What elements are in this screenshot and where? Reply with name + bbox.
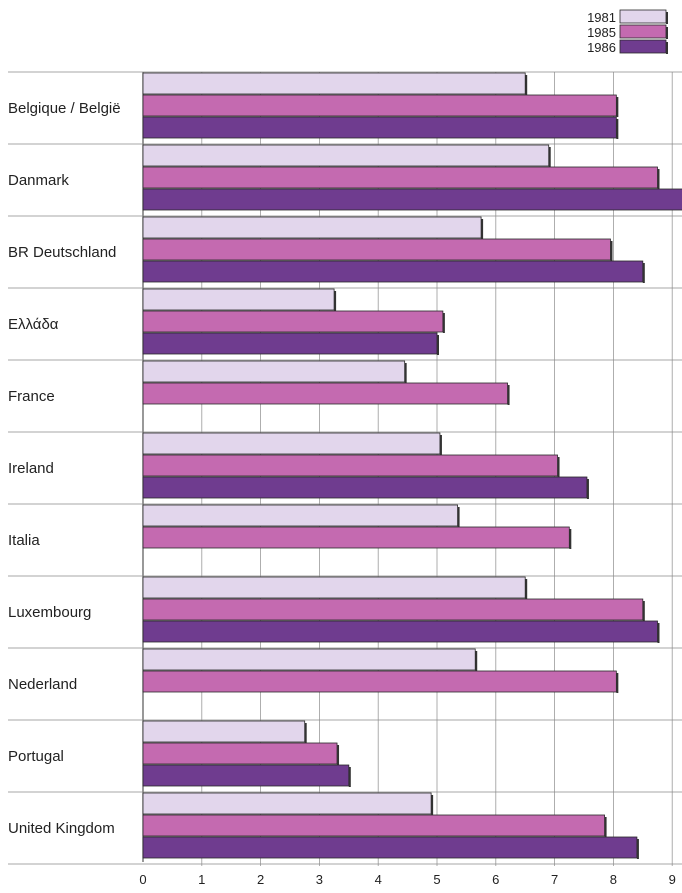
x-tick-label: 8: [610, 872, 617, 887]
legend-swatch-shadow: [666, 27, 668, 39]
bar-shadow: [569, 529, 572, 549]
bar-1981: [142, 720, 306, 743]
bar-1986: [142, 620, 658, 643]
bar-1981: [142, 792, 432, 815]
bar-1985: [142, 598, 644, 621]
bar-shadow: [642, 601, 645, 621]
bar-shadow: [334, 291, 337, 311]
category-label: Nederland: [8, 676, 77, 693]
category-label: Danmark: [8, 172, 69, 189]
bar-shadow: [442, 313, 445, 333]
x-tick-label: 7: [551, 872, 558, 887]
bar-shadow: [616, 673, 619, 693]
bar-1985: [142, 382, 508, 405]
bar-shadow: [610, 241, 613, 261]
category-label: Ελλάδα: [8, 316, 59, 333]
category-label: Ireland: [8, 460, 54, 477]
bar-shadow: [404, 363, 407, 383]
category-label: France: [8, 388, 55, 405]
bar-1985: [142, 742, 338, 765]
legend-swatch-1985: [619, 24, 667, 39]
bar-1981: [142, 504, 458, 527]
category-label: Italia: [8, 532, 40, 549]
x-tick-label: 2: [257, 872, 264, 887]
x-tick-label: 1: [198, 872, 205, 887]
bar-1985: [142, 310, 444, 333]
bar-1986: [142, 836, 638, 859]
category-label: Portugal: [8, 748, 64, 765]
bar-shadow: [475, 651, 478, 671]
bar-1981: [142, 216, 482, 239]
bar-1985: [142, 454, 558, 477]
bar-shadow: [525, 579, 528, 599]
bar-shadow: [304, 723, 307, 743]
x-tick-label: 0: [139, 872, 146, 887]
category-label: United Kingdom: [8, 820, 115, 837]
bar-1981: [142, 432, 441, 455]
x-tick-label: 5: [433, 872, 440, 887]
legend-label: 1981: [587, 10, 616, 25]
bar-1985: [142, 670, 617, 693]
category-separators: [8, 71, 682, 865]
legend-label: 1986: [587, 40, 616, 55]
bar-shadow: [657, 169, 660, 189]
bar-shadow: [548, 147, 551, 167]
bar-1985: [142, 94, 617, 117]
bar-1985: [142, 814, 605, 837]
category-label: Luxembourg: [8, 604, 91, 621]
bar-1981: [142, 72, 526, 95]
legend-swatch-shadow: [666, 12, 668, 24]
bar-shadow: [337, 745, 340, 765]
x-tick-label: 9: [669, 872, 676, 887]
legend-swatch-1981: [619, 9, 667, 24]
bar-1981: [142, 360, 406, 383]
bar-shadow: [431, 795, 434, 815]
x-tick-label: 6: [492, 872, 499, 887]
x-tick-label: 3: [316, 872, 323, 887]
bar-shadow: [636, 839, 639, 859]
bar-1986: [142, 188, 682, 211]
bar-shadow: [616, 119, 619, 139]
bar-1985: [142, 526, 570, 549]
bar-1985: [142, 166, 658, 189]
bar-shadow: [457, 507, 460, 527]
category-label: Belgique / België: [8, 100, 121, 117]
bar-1986: [142, 476, 588, 499]
bar-1981: [142, 288, 335, 311]
x-axis-ticks: 0 1 2 3 4 5 6 7 8 9: [139, 872, 675, 887]
bar-1985: [142, 238, 611, 261]
bar-shadow: [616, 97, 619, 117]
legend-swatch-1986: [619, 39, 667, 54]
bar-1986: [142, 332, 438, 355]
bar-shadow: [657, 623, 660, 643]
bar-1986: [142, 764, 350, 787]
bar-1986: [142, 116, 617, 139]
bar-shadow: [557, 457, 560, 477]
bars: [142, 72, 682, 859]
legend-label: 1985: [587, 25, 616, 40]
bar-1986: [142, 260, 644, 283]
bar-shadow: [439, 435, 442, 455]
x-tick-label: 4: [375, 872, 382, 887]
legend-swatch-shadow: [666, 42, 668, 54]
bar-1981: [142, 648, 476, 671]
bar-shadow: [604, 817, 607, 837]
bar-shadow: [586, 479, 589, 499]
bar-shadow: [525, 75, 528, 95]
bar-shadow: [348, 767, 351, 787]
bar-shadow: [437, 335, 439, 355]
category-label: BR Deutschland: [8, 244, 116, 261]
bar-shadow: [507, 385, 510, 405]
bar-shadow: [642, 263, 645, 283]
bar-1981: [142, 576, 526, 599]
category-labels: Belgique / België Danmark BR Deutschland Ελ…: [8, 100, 121, 837]
bar-1981: [142, 144, 550, 167]
bar-shadow: [481, 219, 484, 239]
